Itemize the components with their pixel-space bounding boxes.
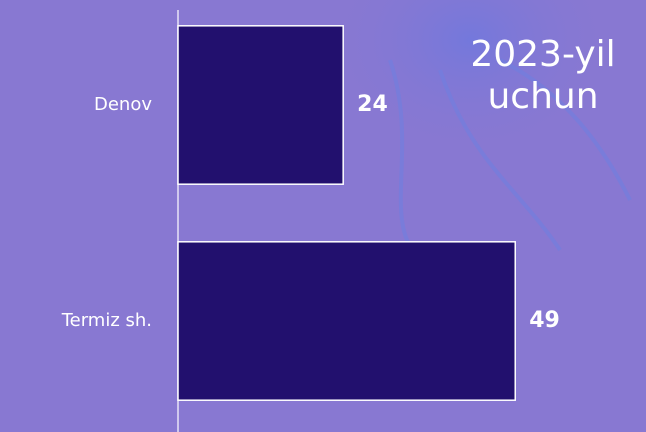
y-tick-label: Denov <box>94 94 152 115</box>
chart-title: 2023-yil uchun <box>470 34 616 117</box>
y-tick-label: Termiz sh. <box>61 310 152 331</box>
value-label: 24 <box>357 92 388 117</box>
bar <box>177 25 344 185</box>
value-label: 49 <box>529 308 560 333</box>
bar <box>177 241 516 401</box>
background-decoration <box>320 0 620 160</box>
